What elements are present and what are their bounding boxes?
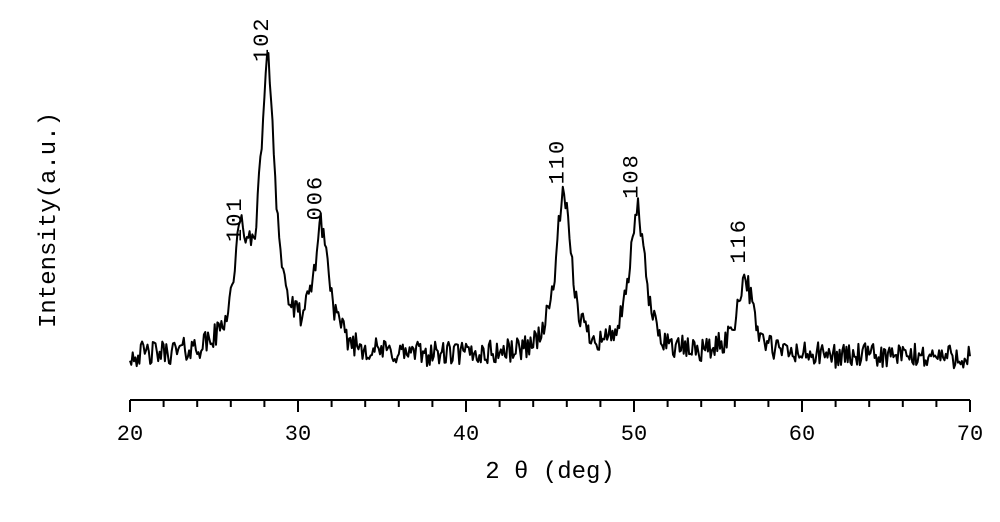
peak-label: 101: [223, 196, 248, 242]
peak-label: 108: [619, 153, 644, 199]
peak-label: 110: [545, 139, 570, 185]
peak-label: 006: [304, 175, 329, 221]
peak-label: 116: [727, 218, 752, 264]
y-axis-label: Intensity(a.u.): [36, 112, 63, 328]
peak-label: 102: [250, 16, 275, 62]
x-axis-label: 2 θ (deg): [485, 459, 615, 486]
xrd-chart: 20 30 40 50 60 70 101 102 006 110 108 116 2 θ (deg) I…: [0, 0, 1000, 517]
x-tick-label: 20: [117, 422, 143, 447]
xrd-trace: [130, 53, 970, 368]
x-tick-label: 40: [453, 422, 479, 447]
x-tick-label: 50: [621, 422, 647, 447]
chart-svg: 20 30 40 50 60 70 101 102 006 110 108 116 2 θ (deg) I…: [0, 0, 1000, 517]
x-tick-label: 70: [957, 422, 983, 447]
x-tick-label: 30: [285, 422, 311, 447]
x-tick-label: 60: [789, 422, 815, 447]
